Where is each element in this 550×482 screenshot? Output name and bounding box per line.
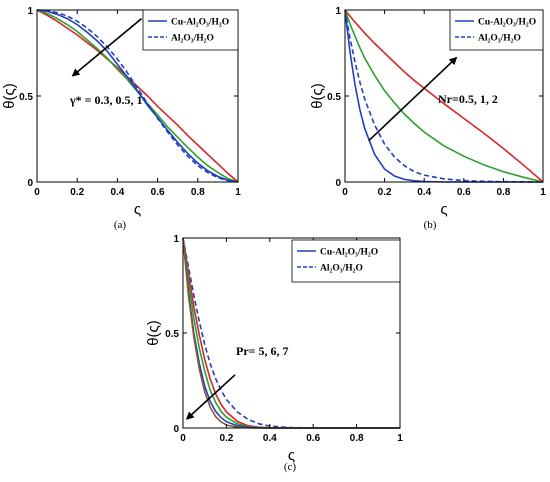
legend: Cu-Al₂O₃/H₂O Al₂O₃/H₂O: [291, 239, 401, 283]
x-axis-label: ς: [440, 201, 447, 218]
legend-box: [291, 239, 401, 283]
x-tick-label: 0.8: [496, 187, 510, 198]
legend-entry: Cu-Al₂O₃/H₂O: [171, 18, 229, 28]
panel-caption: (b): [424, 219, 437, 231]
x-tick-label: 0.2: [70, 187, 84, 198]
y-tick-label: 0: [335, 178, 341, 189]
annotation-label: Pr= 5, 6, 7: [236, 344, 289, 358]
series-line-3: [36, 9, 239, 183]
x-tick-label: 0: [342, 187, 348, 198]
series-line-1: [36, 9, 239, 183]
y-tick-label: 1: [335, 6, 341, 17]
chart-panel-3: 0 0.2 0.4 0.6 0.8 1 0 0.5 1 ς θ(ς) (c) Cu-Al₂O₃/H₂O A…: [145, 234, 403, 473]
x-tick-label: 0.6: [306, 433, 320, 444]
x-tick-label: 0.8: [191, 187, 205, 198]
annotation-arrow: [185, 374, 236, 420]
x-axis-label: ς: [134, 201, 141, 218]
legend-entry: Al₂O₃/H₂O: [320, 264, 363, 274]
x-tick-label: 0.4: [263, 433, 277, 444]
y-tick-label: 0.5: [19, 92, 33, 103]
legend: Cu-Al₂O₃/H₂O Al₂O₃/H₂O: [449, 9, 544, 51]
chart-panel-1: 0 0.2 0.4 0.6 0.8 1 0 0.5 1 ς θ(ς) (a) Cu-Al₂O₃/H₂O A…: [1, 6, 241, 231]
y-axis-label: θ(ς): [309, 83, 326, 109]
x-tick-label: 0.8: [350, 433, 364, 444]
annotation-arrow: [368, 56, 458, 142]
legend-box: [142, 9, 239, 51]
legend-entry: Cu-Al₂O₃/H₂O: [320, 248, 378, 258]
y-tick-label: 1: [173, 234, 179, 245]
x-tick-label: 0.2: [378, 187, 392, 198]
annotation-label: γ* = 0.3, 0.5, 1: [69, 93, 142, 107]
y-tick-label: 0.5: [165, 329, 179, 340]
x-axis-label: ς: [288, 447, 295, 464]
y-axis-label: θ(ς): [145, 320, 162, 346]
legend-entry: Al₂O₃/H₂O: [478, 34, 521, 44]
legend-box: [449, 9, 544, 51]
x-tick-label: 0.6: [151, 187, 165, 198]
chart-panel-2: 0 0.2 0.4 0.6 0.8 1 0 0.5 1 ς θ(ς) (b) Cu-Al₂O₃/H₂O A…: [309, 6, 546, 231]
series-line-4: [36, 9, 239, 183]
legend-entry: Al₂O₃/H₂O: [171, 34, 214, 44]
y-tick-label: 0.5: [327, 92, 341, 103]
y-tick-label: 1: [27, 6, 33, 17]
x-tick-label: 1: [540, 187, 546, 198]
y-tick-label: 0: [173, 424, 179, 435]
series-line-2: [344, 9, 544, 183]
x-tick-label: 0: [34, 187, 40, 198]
x-tick-label: 0: [180, 433, 186, 444]
x-tick-label: 0.4: [417, 187, 431, 198]
panel-caption: (a): [114, 219, 127, 231]
x-tick-label: 1: [235, 187, 241, 198]
legend-entry: Cu-Al₂O₃/H₂O: [478, 18, 536, 28]
x-tick-label: 0.2: [219, 433, 233, 444]
y-axis-label: θ(ς): [1, 83, 18, 109]
panel-caption: (c): [284, 461, 297, 473]
annotation-label: Nr=0.5, 1, 2: [438, 92, 498, 106]
x-tick-label: 0.6: [457, 187, 471, 198]
series-line-3: [344, 9, 544, 183]
x-tick-label: 0.4: [110, 187, 124, 198]
legend: Cu-Al₂O₃/H₂O Al₂O₃/H₂O: [142, 9, 239, 51]
annotation-arrow: [71, 17, 143, 77]
y-tick-label: 0: [27, 178, 33, 189]
x-tick-label: 1: [397, 433, 403, 444]
series-line-4: [344, 9, 544, 183]
